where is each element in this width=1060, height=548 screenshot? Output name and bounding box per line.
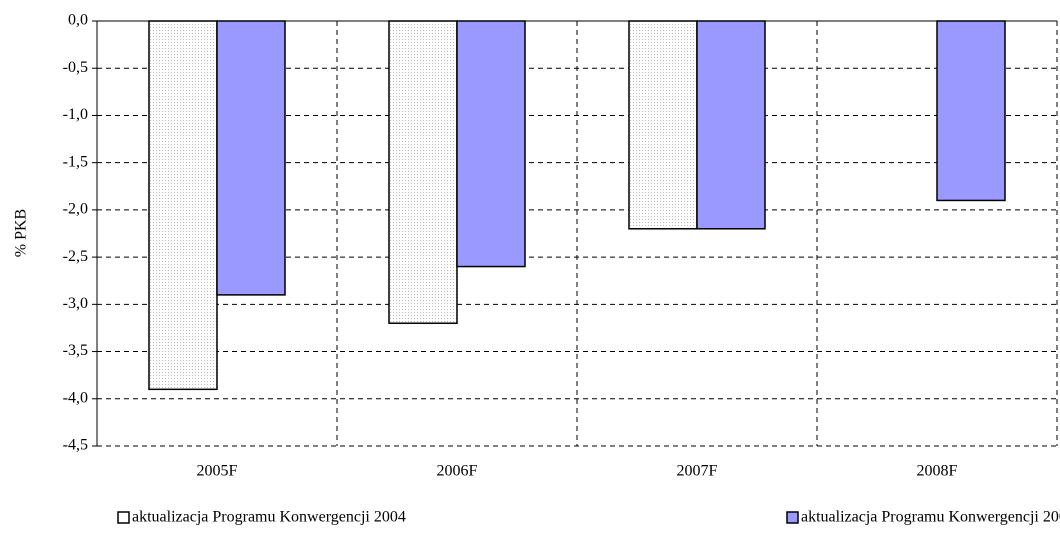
x-tick-label: 2008F: [917, 463, 958, 480]
bar: [216, 20, 286, 296]
y-axis-label: % PKB: [13, 209, 30, 257]
bar: [148, 20, 218, 391]
y-tick-label: -0,5: [63, 59, 88, 76]
y-tick-label: -2,0: [63, 201, 88, 218]
bar: [388, 20, 458, 324]
y-tick-label: -4,5: [63, 437, 88, 454]
y-tick-label: -3,5: [63, 342, 88, 359]
bar: [628, 20, 698, 230]
y-tick-label: -3,0: [63, 295, 88, 312]
legend-swatch: [786, 511, 799, 524]
y-tick-label: -4,0: [63, 389, 88, 406]
y-tick-label: 0,0: [68, 12, 88, 29]
bar: [456, 20, 526, 268]
bar: [936, 20, 1006, 202]
x-tick-label: 2005F: [197, 463, 238, 480]
y-tick-label: -2,5: [63, 248, 88, 265]
y-tick-label: -1,5: [63, 153, 88, 170]
legend-label: aktualizacja Programu Konwergencji 2005: [801, 509, 1060, 526]
x-tick-label: 2006F: [437, 463, 478, 480]
bar: [696, 20, 766, 230]
legend-label: aktualizacja Programu Konwergencji 2004: [132, 509, 406, 526]
x-tick-label: 2007F: [677, 463, 718, 480]
legend-swatch: [117, 511, 130, 524]
y-tick-label: -1,0: [63, 106, 88, 123]
